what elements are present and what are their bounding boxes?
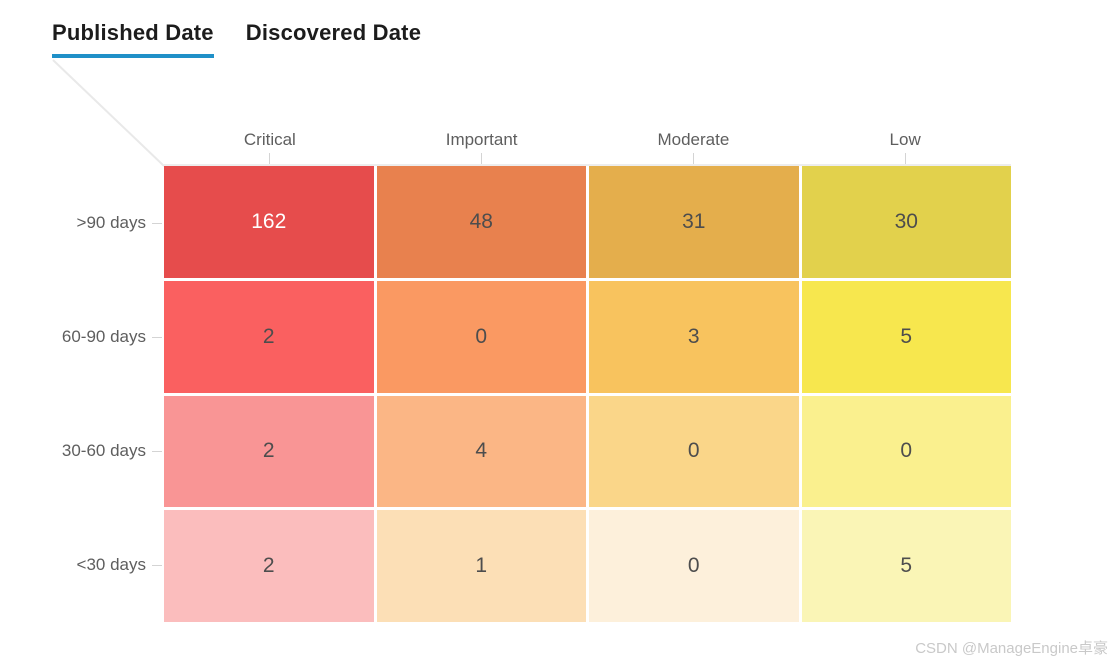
row-tick [152,564,162,566]
heatmap-column-ticks [164,153,1011,164]
heatmap-cell-30-60-days-important[interactable]: 4 [376,395,586,508]
heatmap-cell-60-90-days-low[interactable]: 5 [801,280,1011,393]
heatmap-column-headers: Critical Important Moderate Low [164,130,1011,150]
heatmap-grid: 162 48 31 30 2 0 3 5 2 4 0 0 2 1 0 5 [164,166,1011,622]
date-mode-tabs: Published Date Discovered Date [52,20,421,58]
heatmap-cell-30-days-moderate[interactable]: 0 [589,510,799,622]
heatmap-cell-60-90-days-moderate[interactable]: 3 [589,280,799,393]
row-label-30-60-days: 30-60 days [61,441,146,460]
column-tick [692,153,694,164]
tab-discovered-date[interactable]: Discovered Date [245,20,422,45]
heatmap-row-ticks [152,166,162,622]
heatmap-cell-60-90-days-critical[interactable]: 2 [164,280,374,393]
row-label-30-days: <30 days [76,555,146,574]
column-header-low: Low [889,130,921,149]
heatmap-cell-30-60-days-critical[interactable]: 2 [164,395,374,508]
heatmap-cell-30-days-important[interactable]: 1 [376,510,586,622]
column-header-important: Important [445,130,518,149]
tab-published-date[interactable]: Published Date [52,20,214,58]
column-tick [904,153,906,164]
heatmap-cell-30-60-days-moderate[interactable]: 0 [589,395,799,508]
heatmap-cell-90-days-low[interactable]: 30 [801,166,1011,278]
heatmap-top-axis-line [164,164,1011,166]
column-tick [481,153,483,164]
heatmap-cell-90-days-important[interactable]: 48 [376,166,586,278]
heatmap-cell-30-60-days-low[interactable]: 0 [801,395,1011,508]
column-header-moderate: Moderate [657,130,730,149]
row-label-60-90-days: 60-90 days [61,327,146,346]
column-tick [269,153,271,164]
heatmap-cell-30-days-low[interactable]: 5 [801,510,1011,622]
heatmap-cell-90-days-critical[interactable]: 162 [164,166,374,278]
row-tick [152,450,162,452]
heatmap-row-labels: >90 days 60-90 days 30-60 days <30 days [0,166,146,622]
column-header-critical: Critical [243,130,296,149]
heatmap-cell-30-days-critical[interactable]: 2 [164,510,374,622]
heatmap-cell-90-days-moderate[interactable]: 31 [589,166,799,278]
row-label-90-days: >90 days [76,213,146,232]
row-tick [152,336,162,338]
heatmap-cell-60-90-days-important[interactable]: 0 [376,280,586,393]
row-tick [152,222,162,224]
watermark-text: CSDN @ManageEngine卓豪 [915,640,1108,657]
